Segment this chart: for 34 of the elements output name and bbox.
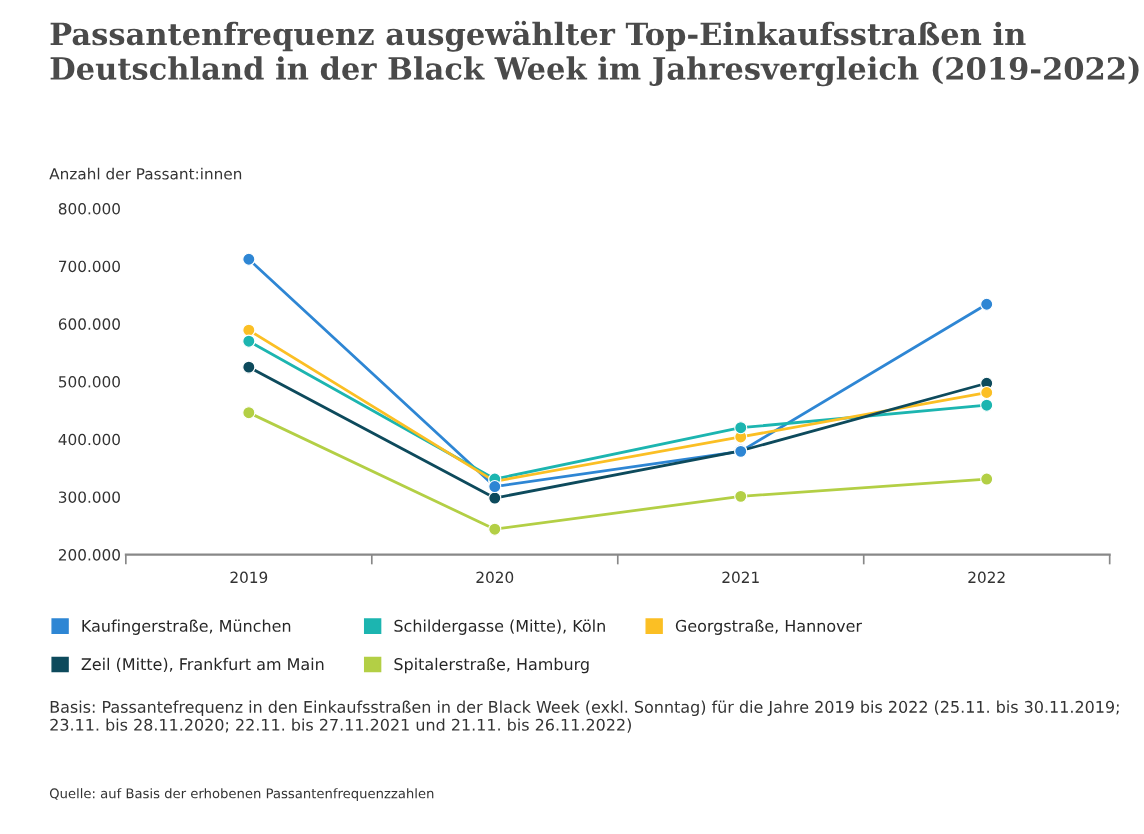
- source-note: Quelle: auf Basis der erhobenen Passantenfrequenzzahlen: [49, 788, 434, 801]
- y-tick-label: 700.000: [59, 260, 120, 273]
- y-tick-label: 300.000: [58, 491, 120, 503]
- point: [488, 479, 502, 494]
- point: [734, 421, 748, 435]
- point: [242, 323, 256, 337]
- point: [980, 385, 994, 400]
- legend-label: Georgstraße, Hannover: [675, 619, 862, 635]
- y-tick-label: 200.000: [58, 549, 120, 561]
- point: [242, 334, 256, 348]
- point: [488, 491, 502, 505]
- point: [980, 472, 994, 486]
- y-axis-title: Anzahl der Passant:innen: [49, 167, 242, 180]
- legend-label: Kaufingerstraße, München: [82, 619, 291, 635]
- x-tick-label: 2022: [968, 571, 1005, 584]
- chart-title: Passantenfrequenz ausgewählter Top-Einkaufsstraßen in Deutschland in der Black Week im Jahresvergleich (2019-2022): [50, 20, 1139, 87]
- point: [242, 252, 256, 266]
- point: [242, 360, 256, 374]
- point: [734, 489, 748, 503]
- y-tick-label: 400.000: [58, 433, 120, 446]
- point: [980, 398, 994, 412]
- x-tick-label: 2019: [230, 571, 268, 584]
- x-tick-label: 2020: [476, 571, 514, 584]
- y-tick-label: 600.000: [58, 318, 120, 330]
- point: [488, 522, 502, 536]
- x-tick-label: 2021: [722, 571, 759, 584]
- legend-label: Schildergasse (Mitte), Köln: [394, 619, 605, 635]
- text: Basis: Passantefrequenz in den Einkaufsstraßen in der Black Week (exkl. Sonntag) für die Jahre 2019 bis 2022 (25.11. bis 30.11.2019; 23.11. bis 28.11.2020; 22.11. bis 27.11.2021 und 21.11. bis 26.11.2022): [50, 700, 1119, 733]
- legend-label: Spitalerstraße, Hamburg: [394, 657, 589, 674]
- point: [242, 406, 256, 420]
- legend-label: Zeil (Mitte), Frankfurt am Main: [81, 657, 324, 673]
- y-tick-label: 800.000: [58, 202, 120, 215]
- y-tick-label: 500.000: [58, 376, 120, 388]
- point: [980, 297, 994, 311]
